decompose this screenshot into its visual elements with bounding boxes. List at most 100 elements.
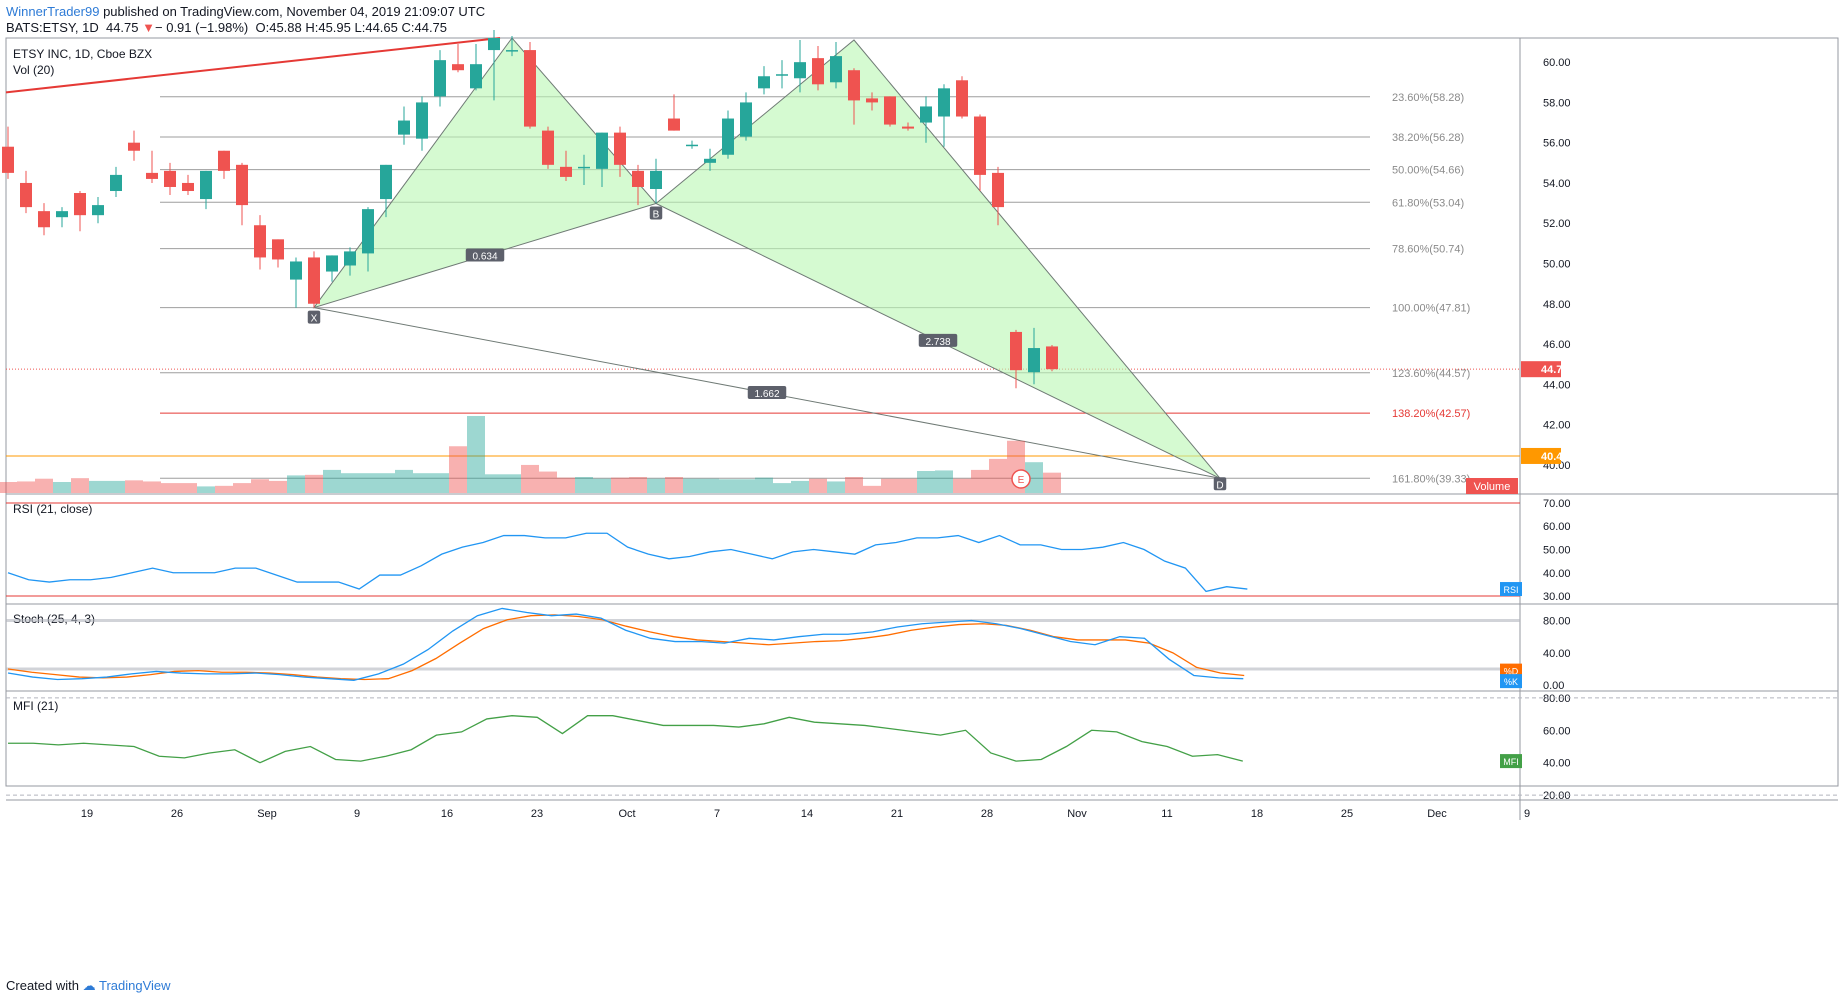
volume-bar xyxy=(125,480,143,493)
published-text: published on TradingView.com, November 0… xyxy=(103,4,486,19)
volume-bar xyxy=(791,480,809,493)
pane-tick-label: 0.00 xyxy=(1543,680,1564,692)
trend-line xyxy=(5,37,501,94)
time-tick-label: 16 xyxy=(441,808,453,820)
volume-bar xyxy=(251,479,269,493)
volume-bar xyxy=(611,477,629,493)
last-price-tag: 44.75 xyxy=(1541,364,1569,376)
time-tick-label: 9 xyxy=(354,808,360,820)
indicator-line xyxy=(8,715,1243,764)
author-link[interactable]: WinnerTrader99 xyxy=(6,4,100,19)
pattern-ratio-xb: 0.634 xyxy=(472,252,497,263)
volume-bar xyxy=(575,477,593,493)
indicator-line xyxy=(7,614,1245,681)
candle-body xyxy=(398,120,410,135)
volume-bar xyxy=(71,478,89,493)
rsi-tag: RSI xyxy=(1503,585,1518,595)
indicator-line xyxy=(7,607,1244,681)
volume-bar xyxy=(827,481,845,493)
candle-body xyxy=(650,170,662,189)
candle-body xyxy=(668,118,680,131)
time-tick-label: 14 xyxy=(801,808,813,820)
fib-level-label: 123.60%(44.57) xyxy=(1392,368,1470,380)
pane-title: RSI (21, close) xyxy=(13,502,92,516)
price-tick-label: 44.00 xyxy=(1543,379,1571,391)
candle-body xyxy=(920,106,932,123)
volume-bar xyxy=(323,469,341,493)
pattern-point-b: B xyxy=(653,209,660,220)
price-tick-label: 52.00 xyxy=(1543,218,1571,230)
time-tick-label: 11 xyxy=(1161,808,1172,820)
mfi-tag-bg xyxy=(1500,754,1522,769)
volume-bar xyxy=(413,473,431,493)
price-tick-label: 60.00 xyxy=(1543,57,1571,69)
volume-bar xyxy=(1043,472,1061,493)
price-tick-label: 50.00 xyxy=(1543,258,1571,270)
candle-body xyxy=(830,56,842,83)
stoch-d-tag: %D xyxy=(1504,667,1519,677)
volume-bar xyxy=(359,473,377,493)
candle-body xyxy=(974,116,986,175)
price-tick-label: 46.00 xyxy=(1543,339,1571,351)
volume-bar xyxy=(431,473,449,493)
volume-bar xyxy=(395,469,413,493)
volume-bar xyxy=(287,475,305,493)
volume-tag: Volume xyxy=(1474,481,1511,493)
candle-body xyxy=(74,193,86,216)
tradingview-logo-icon: ☁ xyxy=(82,978,96,993)
candle-body xyxy=(902,126,914,129)
candle-body xyxy=(722,118,734,155)
volume-bar xyxy=(809,478,827,493)
price-change: − 0.91 (−1.98%) xyxy=(155,20,249,35)
candle-body xyxy=(236,164,248,206)
volume-tag-bg xyxy=(1466,478,1518,494)
publisher-line: WinnerTrader99 published on TradingView.… xyxy=(6,4,485,19)
pane-tick-label: 80.00 xyxy=(1543,616,1571,628)
tradingview-link[interactable]: TradingView xyxy=(99,978,171,993)
candle-body xyxy=(326,255,338,272)
volume-pane-title: Vol (20) xyxy=(13,63,54,77)
volume-bar xyxy=(161,483,179,493)
candle-body xyxy=(452,64,464,71)
candle-body xyxy=(812,58,824,85)
volume-bar xyxy=(719,479,737,493)
candle-body xyxy=(776,74,788,76)
candle-body xyxy=(686,144,698,147)
pane-tick-label: 20.00 xyxy=(1543,790,1571,802)
candle-body xyxy=(524,50,536,127)
volume-bar xyxy=(539,471,557,493)
candle-body xyxy=(884,96,896,125)
volume-bar xyxy=(503,474,521,493)
time-tick-label: 28 xyxy=(981,808,993,820)
volume-bar xyxy=(845,477,863,493)
candle-body xyxy=(146,172,158,179)
volume-bar xyxy=(107,480,125,493)
fib-level-label: 100.00%(47.81) xyxy=(1392,303,1470,315)
price-tick-label: 56.00 xyxy=(1543,138,1571,150)
volume-bar xyxy=(665,477,683,493)
pattern-ratio-bd-bg xyxy=(918,333,958,347)
price-tick-label: 48.00 xyxy=(1543,299,1571,311)
orange-level-tag: 40.44 xyxy=(1541,451,1569,463)
volume-bar xyxy=(971,469,989,493)
pattern-triangle-xab xyxy=(312,37,657,309)
volume-bar xyxy=(593,478,611,493)
pattern-point-d-bg xyxy=(1213,477,1227,491)
fib-level-label: 50.00%(54.66) xyxy=(1392,165,1464,177)
fib-level-label: 78.60%(50.74) xyxy=(1392,244,1464,256)
pattern-ratio-xd-bg xyxy=(747,385,787,399)
stoch-k-tag: %K xyxy=(1504,677,1518,687)
volume-bar xyxy=(557,477,575,493)
volume-bar xyxy=(485,474,503,493)
time-tick-label: 19 xyxy=(81,808,93,820)
volume-bar xyxy=(701,478,719,493)
footer: Created with ☁ TradingView xyxy=(6,978,171,994)
pattern-ratio-xd: 1.662 xyxy=(754,389,779,400)
candle-body xyxy=(866,98,878,103)
candle-body xyxy=(164,170,176,187)
pattern-point-d: D xyxy=(1216,480,1223,491)
candle-body xyxy=(740,102,752,137)
volume-bar xyxy=(143,481,161,493)
candle-body xyxy=(416,102,428,139)
